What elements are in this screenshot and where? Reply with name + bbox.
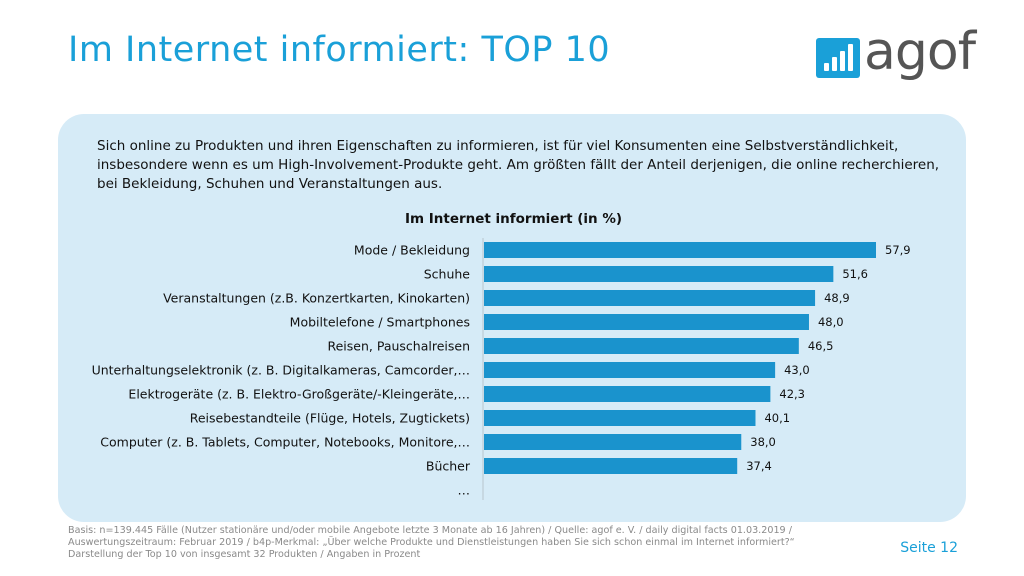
footnote-line: Auswertungszeitraum: Februar 2019 / b4p-… xyxy=(68,537,795,548)
footnote: Basis: n=139.445 Fälle (Nutzer stationär… xyxy=(68,525,868,561)
bar xyxy=(484,266,834,282)
bar xyxy=(484,362,776,378)
category-label: Computer (z. B. Tablets, Computer, Noteb… xyxy=(100,435,470,450)
value-label: 48,0 xyxy=(818,315,844,329)
category-label: Veranstaltungen (z.B. Konzertkarten, Kin… xyxy=(163,291,470,306)
value-label: 48,9 xyxy=(824,291,850,305)
bar xyxy=(484,410,756,426)
intro-text: Sich online zu Produkten und ihren Eigen… xyxy=(97,138,940,192)
category-label: Mobiltelefone / Smartphones xyxy=(290,315,470,330)
value-label: 51,6 xyxy=(842,267,868,281)
bar xyxy=(484,314,809,330)
category-label: … xyxy=(458,483,471,498)
footnote-line: Darstellung der Top 10 von insgesamt 32 … xyxy=(68,549,421,560)
category-label: Reisen, Pauschalreisen xyxy=(327,339,470,354)
bar xyxy=(484,386,771,402)
agof-logo: agof xyxy=(816,22,976,84)
value-label: 46,5 xyxy=(808,339,834,353)
footnote-line: Basis: n=139.445 Fälle (Nutzer stationär… xyxy=(68,525,792,536)
bar-chart-logo-icon xyxy=(816,38,860,78)
value-label: 43,0 xyxy=(784,363,810,377)
value-label: 42,3 xyxy=(779,387,805,401)
category-label: Schuhe xyxy=(424,267,471,282)
value-label: 38,0 xyxy=(750,435,776,449)
page-number: Seite 12 xyxy=(900,540,958,556)
bar xyxy=(484,338,799,354)
category-label: Elektrogeräte (z. B. Elektro-Großgeräte/… xyxy=(128,387,470,402)
category-label: Mode / Bekleidung xyxy=(354,243,470,258)
value-label: 40,1 xyxy=(764,411,790,425)
chart-title: Im Internet informiert (in %) xyxy=(404,211,623,227)
value-label: 57,9 xyxy=(885,243,911,257)
slide-title: Im Internet informiert: TOP 10 xyxy=(68,30,611,70)
bar xyxy=(484,242,876,258)
logo-text: agof xyxy=(864,22,976,82)
bar xyxy=(484,290,816,306)
category-label: Reisebestandteile (Flüge, Hotels, Zugtic… xyxy=(190,411,470,426)
value-label: 37,4 xyxy=(746,459,772,473)
category-label: Bücher xyxy=(426,459,471,474)
category-label: Unterhaltungselektronik (z. B. Digitalka… xyxy=(92,363,470,378)
bar xyxy=(484,458,738,474)
bar xyxy=(484,434,742,450)
